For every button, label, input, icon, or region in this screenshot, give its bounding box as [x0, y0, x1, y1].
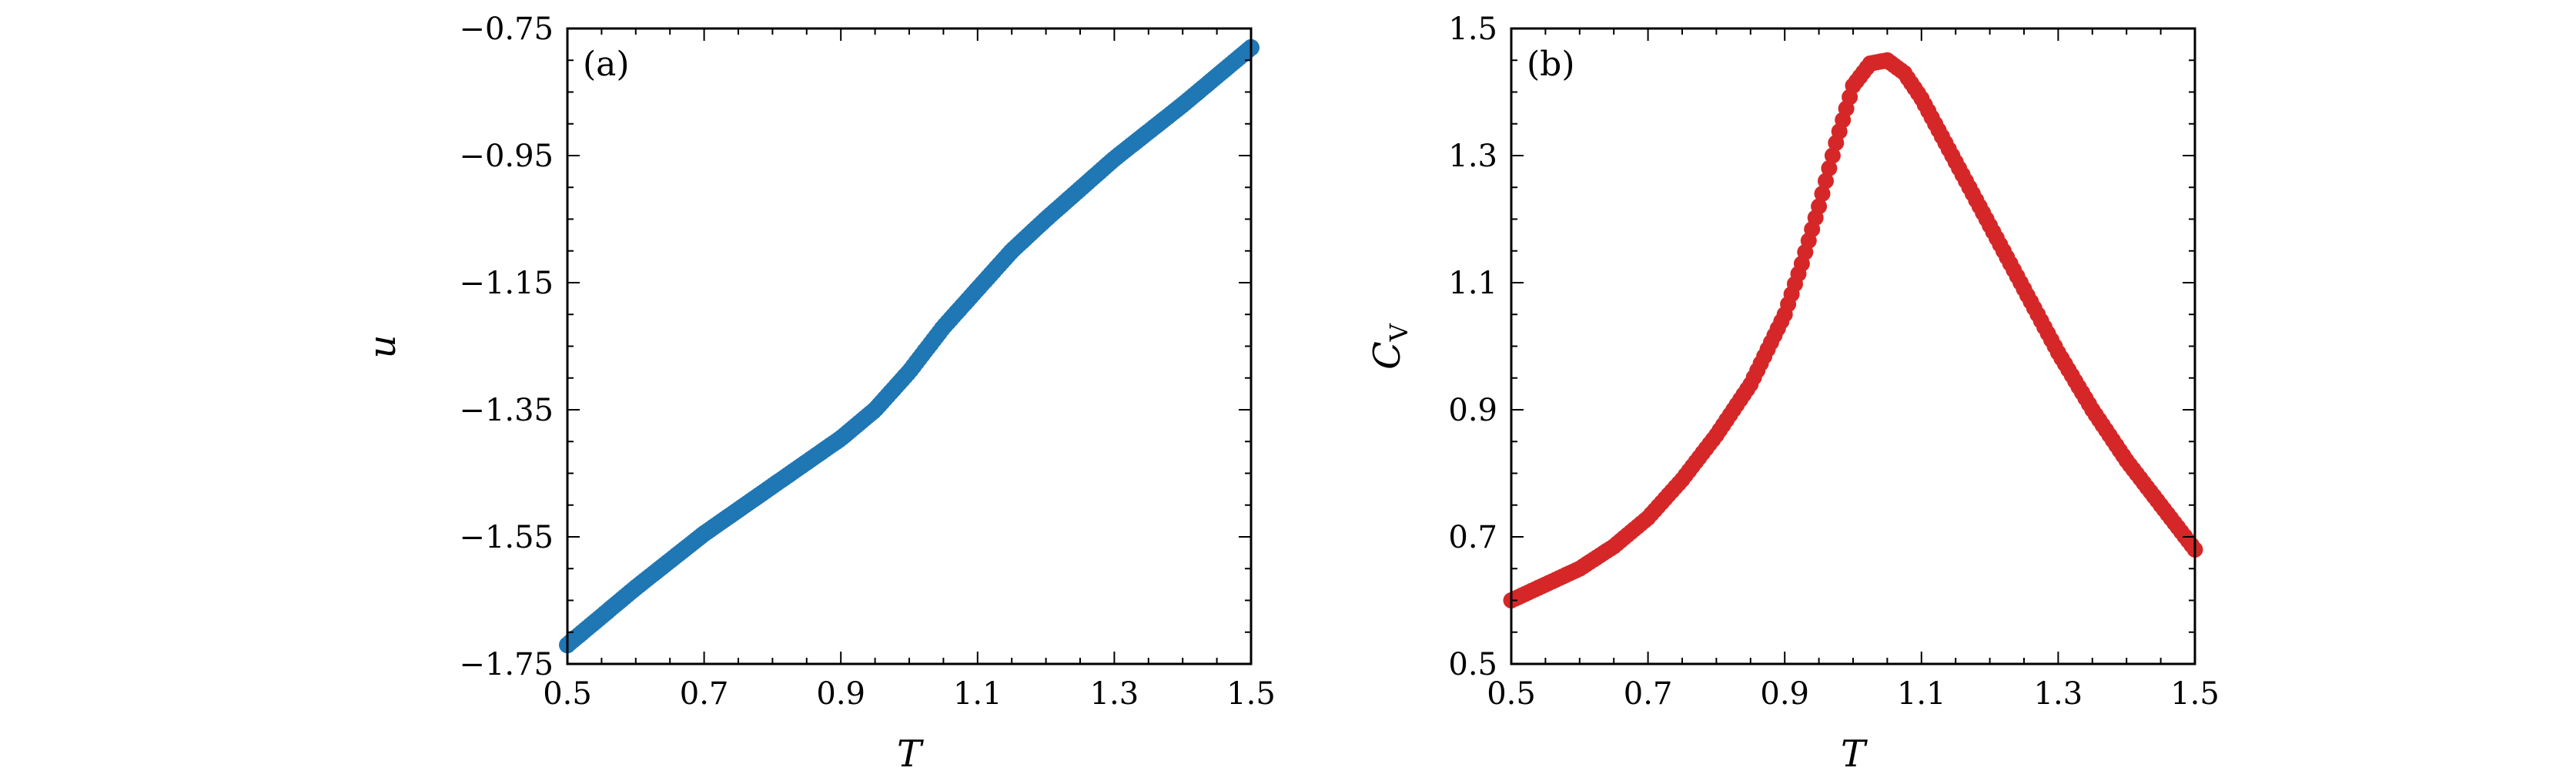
y-tick-label-a: −1.15 [459, 266, 554, 301]
x-tick-label-b: 0.9 [1760, 676, 1809, 712]
tick-marks-b: 0.5 0.7 0.9 1.1 1.3 1.5 0.5 0.7 0.9 1.1 1.3 1.5 [1448, 12, 2219, 712]
data-point-b [1811, 198, 1828, 215]
y-tick-label-a: −0.95 [459, 139, 554, 174]
chart-panel-a: 0.5 0.7 0.9 1.1 1.3 1.5 −1.75 −1.55 −1.35 −1.15 −0… [361, 12, 1276, 776]
x-tick-label-b: 1.5 [2170, 676, 2220, 712]
data-point-b [1821, 160, 1838, 176]
y-tick-label-b: 1.3 [1448, 139, 1497, 174]
y-tick-label-b: 0.7 [1448, 520, 1497, 555]
x-tick-label-b: 0.7 [1624, 676, 1673, 712]
y-tick-label-a: −1.75 [459, 647, 554, 682]
x-tick-label-b: 1.1 [1897, 676, 1946, 712]
y-axis-label-b-subscript: V [1384, 323, 1413, 342]
y-axis-label-b-main: C [1366, 341, 1409, 370]
y-axis-label-b: CV [1366, 323, 1413, 370]
x-tick-label-a: 1.5 [1226, 676, 1276, 712]
chart-panel-b: 0.5 0.7 0.9 1.1 1.3 1.5 0.5 0.7 0.9 1.1 1.3 1.5 (b)… [1366, 12, 2220, 776]
series-line-b [1510, 59, 2196, 602]
y-tick-label-b: 1.5 [1448, 12, 1497, 47]
x-axis-label-a: T [897, 732, 924, 776]
series-points-b [1503, 52, 2203, 608]
y-tick-label-b: 1.1 [1448, 266, 1497, 301]
data-point-b [1824, 147, 1841, 164]
data-point-b [1814, 186, 1831, 202]
y-tick-label-b: 0.9 [1448, 393, 1497, 428]
y-axis-label-a: u [361, 335, 404, 359]
x-tick-label-a: 0.7 [680, 676, 729, 712]
tick-marks-a: 0.5 0.7 0.9 1.1 1.3 1.5 −1.75 −1.55 −1.35 −1.15 −0… [459, 12, 1275, 712]
data-point-b [1818, 173, 1834, 189]
x-tick-label-b: 1.3 [2034, 676, 2083, 712]
x-tick-label-a: 1.1 [953, 676, 1002, 712]
panel-label-a: (a) [583, 45, 630, 84]
x-tick-label-a: 0.9 [816, 676, 865, 712]
x-tick-label-b: 0.5 [1487, 676, 1536, 712]
x-tick-label-a: 0.5 [543, 676, 592, 712]
x-axis-label-b: T [1841, 732, 1868, 776]
y-tick-label-a: −0.75 [459, 12, 554, 47]
plot-frame-b [1510, 27, 2196, 665]
y-tick-label-b: 0.5 [1448, 647, 1497, 682]
series-points-a [559, 39, 1260, 654]
panel-label-b: (b) [1527, 45, 1575, 84]
y-tick-label-a: −1.35 [459, 393, 554, 428]
x-tick-label-a: 1.3 [1090, 676, 1139, 712]
y-tick-label-a: −1.55 [459, 520, 554, 555]
